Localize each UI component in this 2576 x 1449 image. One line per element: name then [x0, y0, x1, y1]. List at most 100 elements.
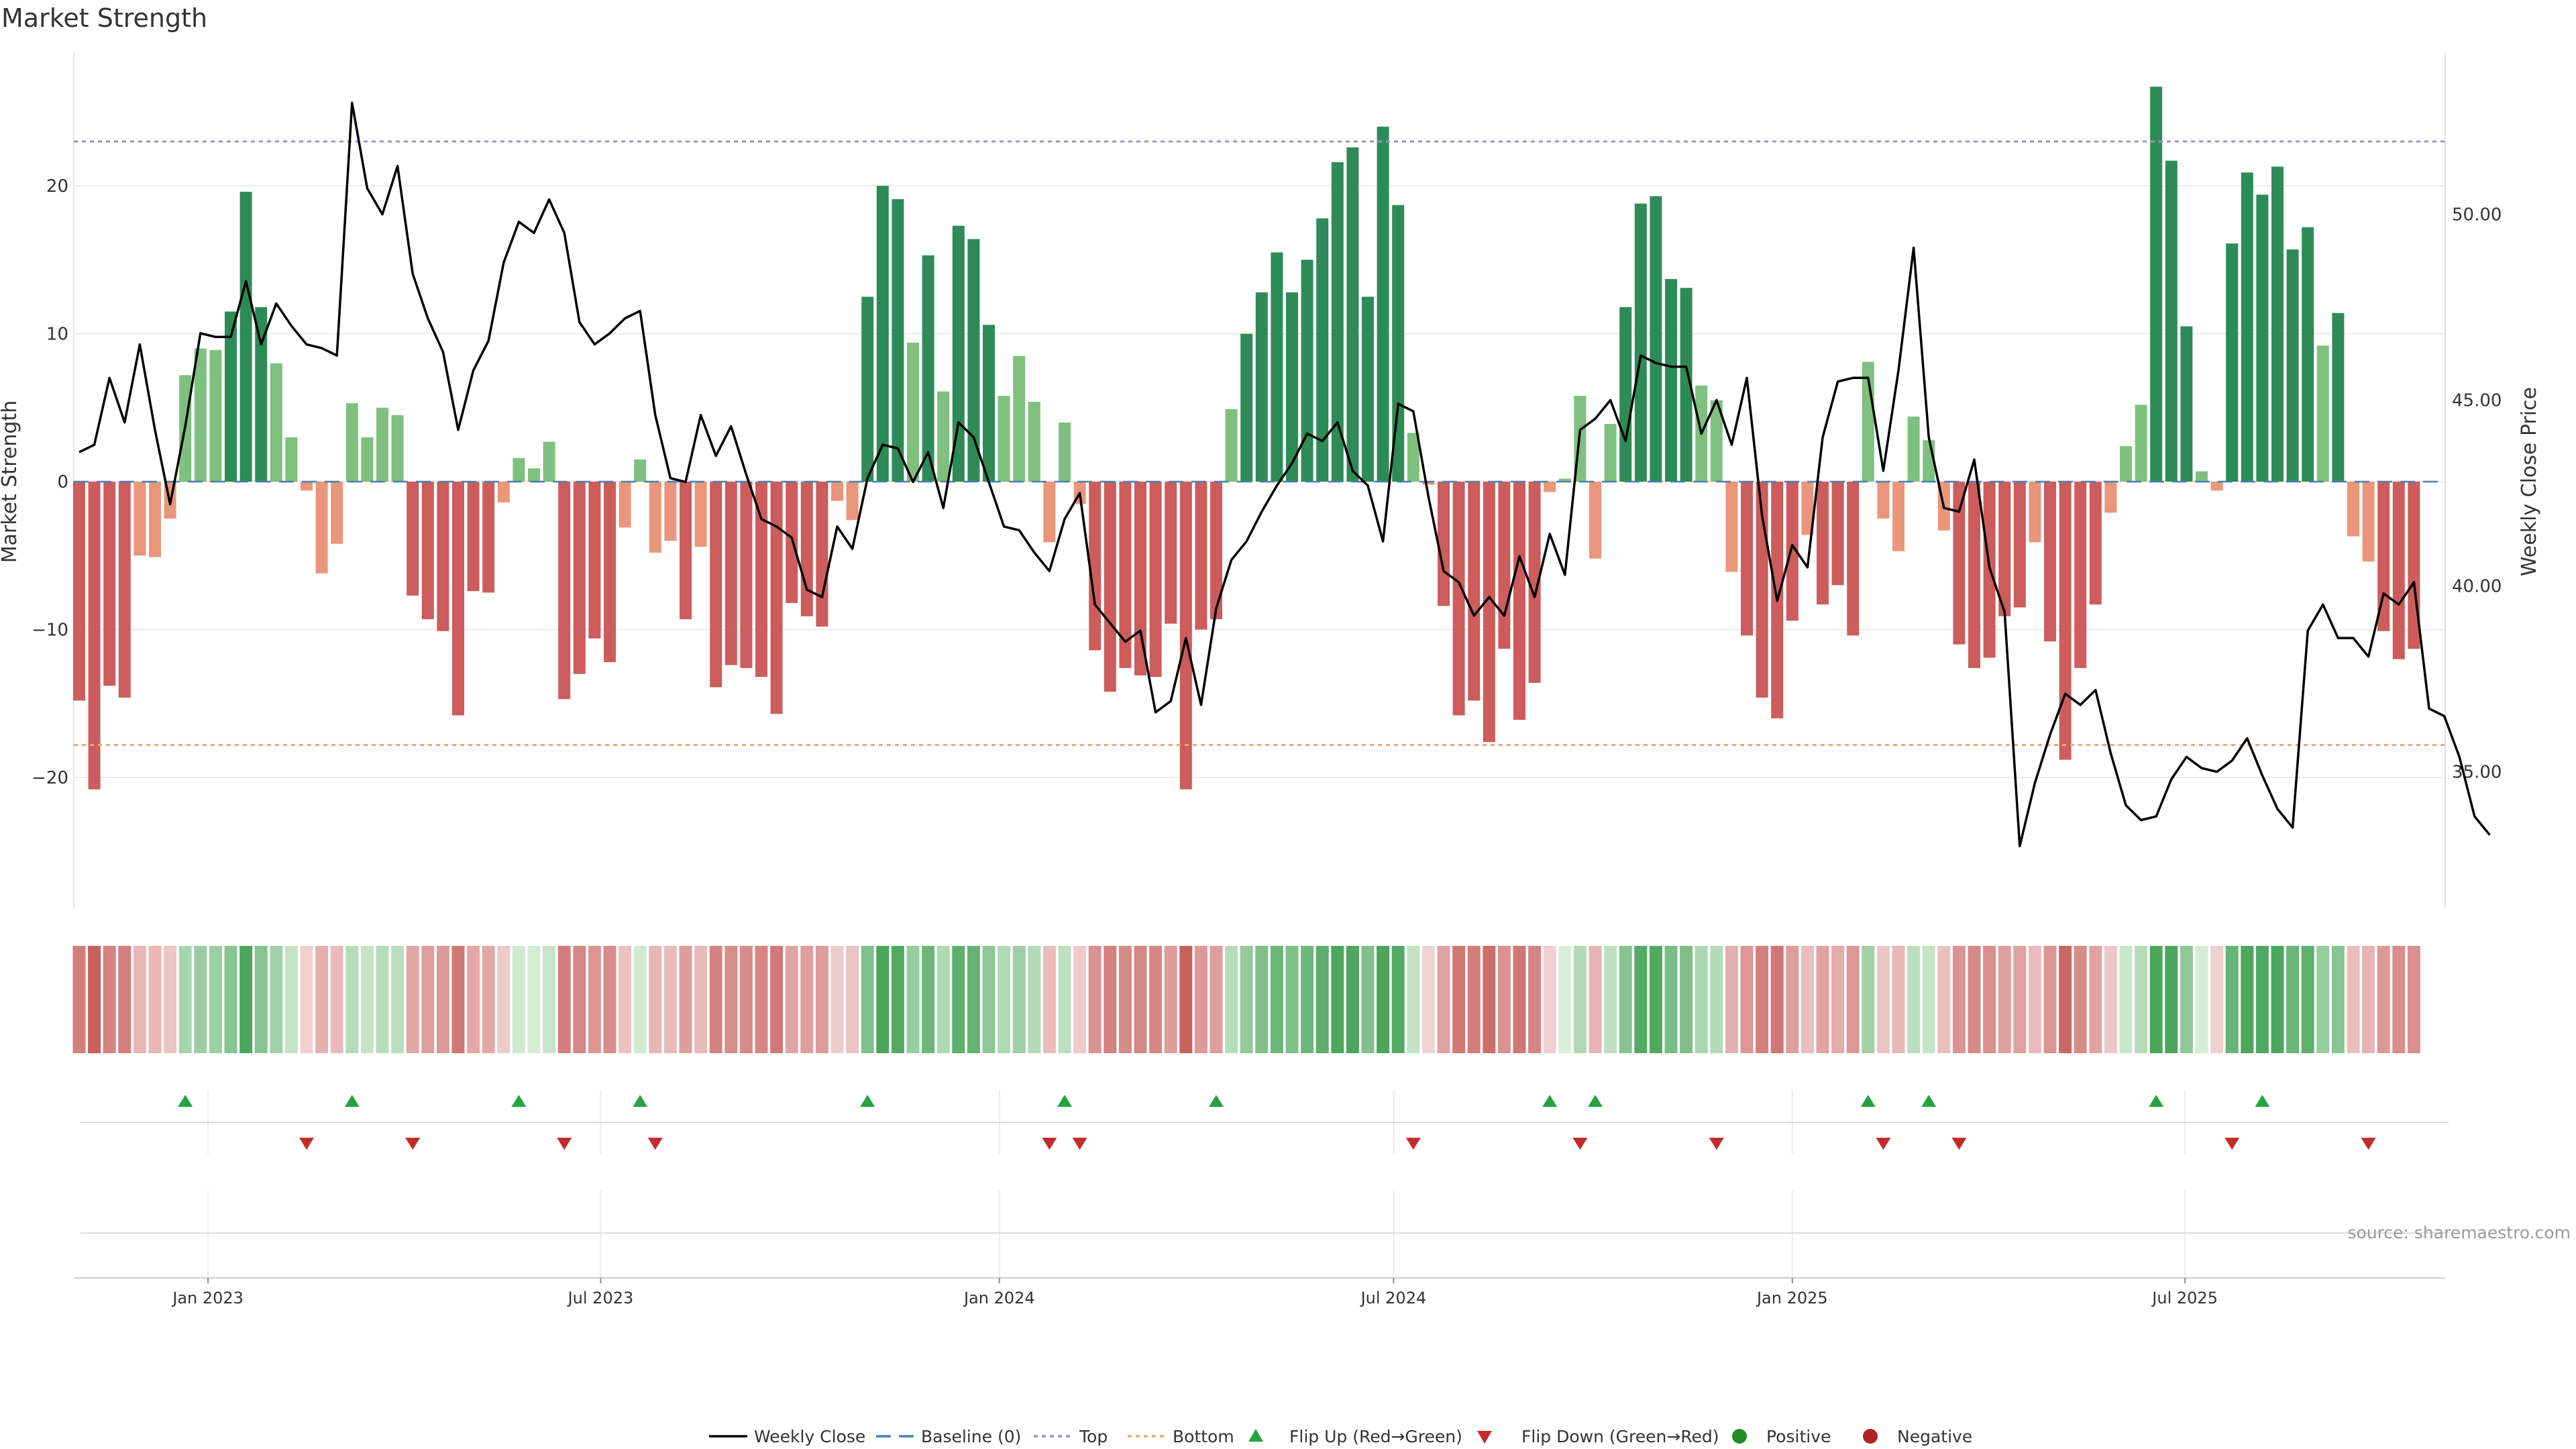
heat-cell — [512, 946, 525, 1053]
x-tick-label: Jan 2023 — [171, 1289, 244, 1307]
strength-bar — [149, 482, 161, 557]
heat-cell — [1816, 946, 1829, 1053]
strength-bar — [1149, 482, 1162, 678]
x-tick-label: Jan 2024 — [963, 1289, 1035, 1307]
heat-cell — [2362, 946, 2375, 1053]
heat-cell — [164, 946, 177, 1053]
strength-bar — [2089, 482, 2102, 605]
strength-bar — [1468, 482, 1481, 701]
strength-bar — [2286, 249, 2299, 482]
strength-bar — [2226, 243, 2239, 482]
strength-bar — [255, 307, 268, 482]
heat-cell — [72, 946, 86, 1053]
heat-cell — [982, 946, 996, 1053]
flip-up-marker — [1860, 1095, 1876, 1107]
legend-label: Flip Down (Green→Red) — [1521, 1427, 1719, 1446]
flip-up-marker — [860, 1095, 875, 1107]
heat-cell — [1846, 946, 1860, 1053]
legend: Weekly Close Baseline (0) Top Bottom Flip Up… — [709, 1427, 1972, 1446]
heat-cell — [376, 946, 389, 1053]
heat-cell — [1664, 946, 1678, 1053]
heat-cell — [1983, 946, 1996, 1053]
strength-bar — [2059, 482, 2072, 760]
strength-bar — [1665, 278, 1677, 482]
strength-bar — [1817, 482, 1829, 605]
strength-bar — [786, 482, 798, 603]
strength-bar — [1179, 482, 1192, 790]
heat-cell — [906, 946, 920, 1053]
strength-bar — [1953, 482, 1966, 645]
x-tick-label: Jan 2025 — [1756, 1289, 1828, 1307]
heat-cell — [2255, 946, 2269, 1053]
heat-cell — [1407, 946, 1420, 1053]
strength-bar — [2074, 482, 2087, 668]
strength-bar — [2302, 227, 2314, 482]
strength-bar — [1634, 203, 1647, 482]
y-tick-label: −10 — [32, 621, 68, 641]
strength-bar — [952, 225, 965, 482]
strength-bar — [2362, 482, 2375, 562]
strength-bar — [1028, 401, 1040, 482]
flip-down-marker — [1405, 1138, 1421, 1150]
strength-bar — [1604, 424, 1617, 482]
strength-bar — [876, 186, 889, 482]
strength-bar — [1346, 147, 1359, 482]
heat-cell — [1088, 946, 1102, 1053]
heat-cell — [1513, 946, 1526, 1053]
strength-bar — [2347, 482, 2359, 537]
strength-bar — [967, 239, 980, 482]
heat-cell — [2089, 946, 2102, 1053]
heat-cell — [2301, 946, 2314, 1053]
heat-cell — [421, 946, 435, 1053]
strength-bar — [2029, 482, 2041, 543]
heat-cell — [2241, 946, 2254, 1053]
strength-bar — [497, 482, 510, 502]
y2-axis-label: Weekly Close Price — [2518, 387, 2541, 576]
heat-cell — [1028, 946, 1041, 1053]
strength-bar — [2196, 471, 2208, 482]
strength-bar — [1544, 482, 1556, 492]
y2-tick-label: 35.00 — [2452, 763, 2502, 783]
strength-bar — [1847, 482, 1860, 636]
strength-bar — [892, 199, 904, 482]
heat-cell — [345, 946, 359, 1053]
heat-cell — [1164, 946, 1177, 1053]
heat-cell — [497, 946, 511, 1053]
weekly-close-line — [78, 101, 2491, 848]
strength-bar — [361, 437, 374, 482]
strength-bar — [528, 468, 540, 482]
heat-cell — [1680, 946, 1693, 1053]
y2-tick-label: 40.00 — [2452, 577, 2502, 597]
heat-cell — [1437, 946, 1450, 1053]
heat-cell — [1104, 946, 1117, 1053]
flip-down-marker — [1042, 1138, 1057, 1150]
y-tick-label: 0 — [57, 472, 68, 492]
strength-bar — [1013, 356, 1026, 482]
strength-bar — [1331, 162, 1344, 482]
heat-cell — [2028, 946, 2041, 1053]
strength-bar — [2210, 482, 2223, 491]
strength-bar — [437, 482, 449, 631]
strength-bar — [2150, 87, 2163, 482]
flip-up-marker — [2255, 1095, 2270, 1107]
heat-cell — [1725, 946, 1738, 1053]
heat-cell — [239, 946, 253, 1053]
heat-cell — [1210, 946, 1223, 1053]
heat-cell — [2225, 946, 2239, 1053]
heat-cell — [1391, 946, 1405, 1053]
strength-bar — [1892, 482, 1904, 551]
heat-cell — [1876, 946, 1890, 1053]
heat-cell — [1255, 946, 1269, 1053]
strength-bar — [482, 482, 495, 593]
heat-cell — [1270, 946, 1283, 1053]
strength-bar — [345, 403, 358, 482]
x-tick-label: Jul 2024 — [1360, 1289, 1427, 1307]
heat-cell — [1756, 946, 1769, 1053]
flip-down-marker — [299, 1138, 314, 1150]
strength-bar — [937, 391, 950, 482]
strength-bar — [1225, 409, 1238, 482]
heat-cell — [2347, 946, 2360, 1053]
heat-cell — [270, 946, 283, 1053]
heat-cell — [619, 946, 632, 1053]
